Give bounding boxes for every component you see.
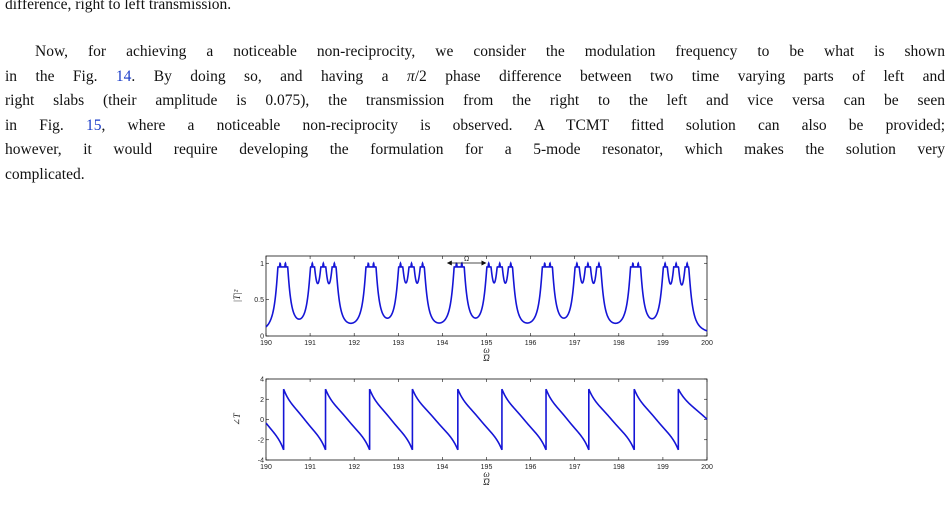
- x-tick-label: 198: [613, 340, 625, 347]
- x-label-denominator: Ω: [483, 353, 490, 363]
- x-label-denominator: Ω: [483, 477, 490, 487]
- x-tick-label: 190: [260, 340, 272, 347]
- x-tick-label: 196: [525, 340, 537, 347]
- magnitude-series-line: [265, 261, 708, 332]
- x-tick-label: 195: [481, 464, 493, 471]
- period-annotation: Ω: [446, 256, 487, 266]
- x-tick-label: 194: [437, 464, 449, 471]
- x-tick-label: 197: [569, 340, 581, 347]
- x-tick-label: 199: [657, 340, 669, 347]
- x-label-numerator: ω: [483, 345, 489, 355]
- body-paragraph: Now, for achieving a noticeable non-reci…: [5, 40, 945, 187]
- y-tick-label: 4: [260, 377, 264, 384]
- x-tick-label: 200: [701, 340, 713, 347]
- arrow-right-head: [481, 260, 487, 266]
- y-axis-label: ∠T: [232, 412, 242, 426]
- x-tick-label: 197: [569, 464, 581, 471]
- figure-14-link[interactable]: 14: [115, 67, 132, 85]
- x-axis-label: ωΩ: [483, 469, 490, 487]
- magnitude-plot: 190 191 192 193 194 195 196 197 198 199 20000.51ωΩ…: [232, 255, 713, 363]
- arrow-left-head: [446, 260, 452, 266]
- x-tick-label: 193: [392, 340, 404, 347]
- x-tick-label: 199: [657, 464, 669, 471]
- paragraph-line: however, it would require developing the…: [5, 141, 945, 158]
- y-axis-label: |T|²: [232, 289, 242, 302]
- paragraph-line: right slabs (their amplitude is 0.075), …: [5, 92, 945, 109]
- paragraph-line: complicated.: [5, 165, 85, 183]
- x-tick-label: 191: [304, 464, 316, 471]
- paragraph-line: in the Fig. 14. By doing so, and having …: [5, 67, 945, 85]
- phase-plot: 190 191 192 193 194 195 196 197 198 199 200 -4 -2 0 2 4…: [232, 377, 713, 488]
- y-tick-label: -4: [258, 458, 264, 465]
- figure-15-link[interactable]: 15: [85, 116, 102, 134]
- x-tick-label: 192: [348, 340, 360, 347]
- y-tick-label: 1: [260, 261, 264, 268]
- x-tick-label: 200: [701, 464, 713, 471]
- y-tick-label: 0.5: [254, 297, 264, 304]
- x-tick-label: 194: [437, 340, 449, 347]
- x-tick-label: 192: [348, 464, 360, 471]
- x-axis-label: ωΩ: [483, 345, 490, 363]
- annotation-label: Ω: [464, 256, 469, 263]
- x-tick-label: 198: [613, 464, 625, 471]
- x-tick-label: 195: [481, 340, 493, 347]
- x-tick-label: 190: [260, 464, 272, 471]
- paragraph-end-line: difference, right to left transmission.: [5, 0, 232, 13]
- x-tick-label: 193: [392, 464, 404, 471]
- x-label-numerator: ω: [483, 469, 489, 479]
- x-tick-label: 191: [304, 340, 316, 347]
- y-tick-label: 0: [260, 417, 264, 424]
- paragraph-line: in Fig. 15, where a noticeable non-recip…: [5, 116, 946, 134]
- plot-frame: [265, 378, 708, 461]
- y-tick-label: 2: [260, 397, 264, 404]
- paragraph-line: Now, for achieving a noticeable non-reci…: [35, 43, 945, 60]
- phase-series-line: [265, 388, 708, 451]
- x-tick-label: 196: [525, 464, 537, 471]
- y-tick-label: -2: [258, 437, 264, 444]
- y-tick-label: 0: [260, 334, 264, 341]
